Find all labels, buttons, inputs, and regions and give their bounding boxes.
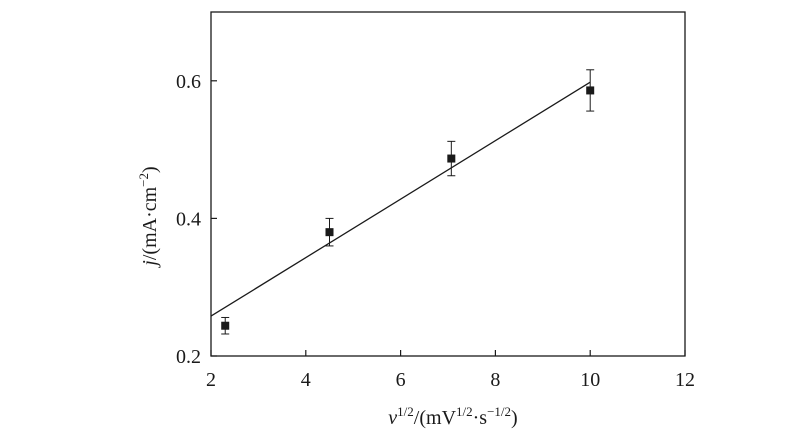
x-tick-label: 6 [396, 369, 406, 391]
y-axis-label: j/(mA·cm−2) [136, 166, 161, 268]
x-axis-label-v: v [388, 407, 397, 429]
data-point [447, 154, 456, 163]
y-tick-label: 0.2 [176, 346, 201, 368]
x-axis-label-mid: /(mV [414, 407, 457, 429]
data-point [221, 321, 230, 330]
y-tick-label: 0.6 [176, 71, 201, 93]
x-axis-label-s: ·s [473, 407, 488, 429]
y-axis-label-exp: −2 [136, 173, 151, 187]
x-axis-label-exp1: 1/2 [397, 404, 414, 419]
data-point [586, 86, 595, 95]
x-tick-label: 10 [580, 369, 600, 391]
x-axis-label-exp3: −1/2 [487, 404, 511, 419]
x-tick-label: 12 [675, 369, 695, 391]
x-axis-label: v1/2/(mV1/2·s−1/2) [388, 404, 517, 429]
y-axis-label-j: j [139, 260, 161, 269]
x-tick-label: 4 [301, 369, 311, 391]
fit-line [210, 81, 591, 317]
y-tick-label: 0.4 [176, 208, 201, 230]
y-axis-label-end: ) [139, 166, 161, 173]
x-axis-label-exp2: 1/2 [456, 404, 473, 419]
x-tick-label: 2 [206, 369, 216, 391]
x-axis-label-end: ) [511, 407, 518, 429]
x-tick-label: 8 [490, 369, 500, 391]
y-axis-label-mid: /(mA·cm [139, 186, 161, 260]
plot-frame [210, 11, 686, 357]
data-point [325, 228, 334, 237]
